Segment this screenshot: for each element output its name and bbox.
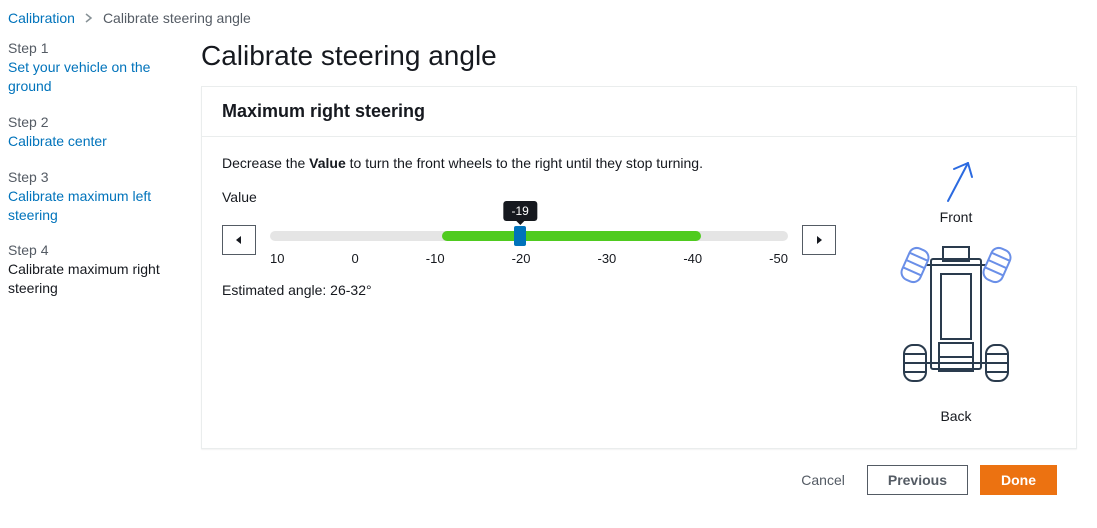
previous-button[interactable]: Previous (867, 465, 968, 495)
triangle-right-icon (814, 233, 824, 248)
tick: -40 (683, 251, 702, 266)
slider-tooltip: -19 (504, 201, 537, 221)
step-title: Calibrate maximum left steering (8, 187, 177, 225)
step-label: Step 1 (8, 40, 177, 56)
wizard-footer: Cancel Previous Done (201, 449, 1077, 507)
page-title: Calibrate steering angle (201, 40, 1077, 72)
calibration-panel: Maximum right steering Decrease the Valu… (201, 86, 1077, 449)
slider-thumb[interactable] (514, 226, 526, 246)
cancel-button[interactable]: Cancel (791, 466, 855, 494)
increment-button[interactable] (802, 225, 836, 255)
tick: -30 (597, 251, 616, 266)
instruction-text: Decrease the Value to turn the front whe… (222, 155, 836, 171)
step-title: Calibrate center (8, 132, 177, 151)
step-label: Step 4 (8, 242, 177, 258)
tick: 10 (270, 251, 284, 266)
sidebar-step-2[interactable]: Step 2 Calibrate center (8, 114, 177, 151)
sidebar-step-3[interactable]: Step 3 Calibrate maximum left steering (8, 169, 177, 225)
tick: -50 (769, 251, 788, 266)
sidebar-step-1[interactable]: Step 1 Set your vehicle on the ground (8, 40, 177, 96)
direction-arrow-icon (926, 155, 986, 205)
step-title: Set your vehicle on the ground (8, 58, 177, 96)
step-label: Step 2 (8, 114, 177, 130)
tick: 0 (352, 251, 359, 266)
step-label: Step 3 (8, 169, 177, 185)
step-title: Calibrate maximum right steering (8, 260, 177, 298)
value-slider[interactable]: -19 10 0 -10 -20 -30 (270, 213, 788, 266)
vehicle-icon (881, 229, 1031, 404)
sidebar-step-4[interactable]: Step 4 Calibrate maximum right steering (8, 242, 177, 298)
slider-track[interactable] (270, 231, 788, 241)
tick: -10 (426, 251, 445, 266)
panel-title: Maximum right steering (202, 87, 1076, 137)
vehicle-diagram: Front (856, 155, 1056, 424)
breadcrumb-root[interactable]: Calibration (8, 10, 75, 26)
front-label: Front (940, 209, 973, 225)
estimated-angle: Estimated angle: 26-32° (222, 282, 836, 298)
slider-ticks: 10 0 -10 -20 -30 -40 -50 (270, 251, 788, 266)
done-button[interactable]: Done (980, 465, 1057, 495)
breadcrumb: Calibration Calibrate steering angle (0, 0, 1097, 36)
chevron-right-icon (85, 10, 93, 26)
back-label: Back (940, 408, 971, 424)
tick: -20 (512, 251, 531, 266)
slider-fill (442, 231, 701, 241)
wizard-sidebar: Step 1 Set your vehicle on the ground St… (0, 36, 185, 528)
breadcrumb-current: Calibrate steering angle (103, 10, 251, 26)
triangle-left-icon (234, 233, 244, 248)
decrement-button[interactable] (222, 225, 256, 255)
